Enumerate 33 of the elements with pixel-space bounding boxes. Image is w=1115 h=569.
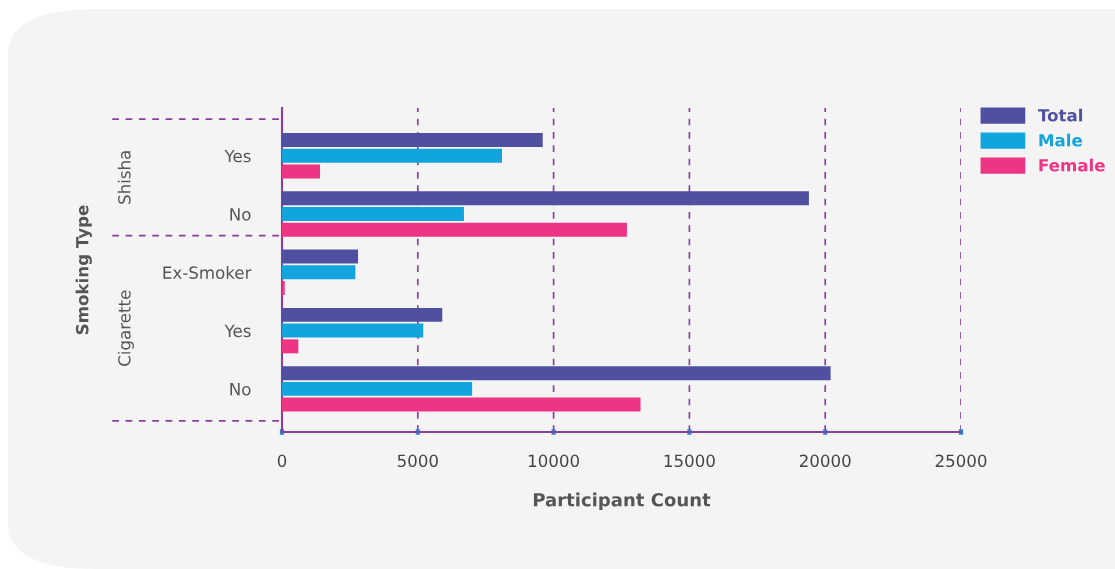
x-axis-title: Participant Count bbox=[533, 492, 711, 511]
legend-label: Total bbox=[1037, 108, 1083, 122]
bar bbox=[282, 397, 641, 412]
y-tick-label: No bbox=[230, 383, 251, 396]
y-tick-label: Ex-Smoker bbox=[163, 266, 252, 279]
bar bbox=[282, 133, 543, 148]
text: Cigarette bbox=[117, 290, 134, 366]
bar bbox=[282, 307, 443, 322]
bar bbox=[282, 339, 299, 354]
legend-label: Female bbox=[1039, 158, 1105, 172]
bar bbox=[282, 164, 321, 179]
legend-label: Male bbox=[1039, 133, 1082, 147]
text: Shisha bbox=[117, 151, 131, 204]
bar bbox=[282, 381, 473, 396]
x-tick-label: 0 bbox=[277, 454, 287, 468]
bar bbox=[282, 148, 502, 163]
y-tick-label: Yes bbox=[224, 324, 251, 338]
x-tick-label: 10000 bbox=[528, 454, 579, 468]
bar bbox=[282, 207, 464, 222]
x-tick-label: 5000 bbox=[397, 454, 438, 468]
bar bbox=[282, 323, 424, 338]
y-tick-label: Yes bbox=[224, 149, 251, 163]
bar bbox=[282, 265, 356, 280]
bar bbox=[282, 191, 809, 206]
y-tick-label: No bbox=[230, 208, 251, 221]
bar bbox=[282, 281, 285, 296]
x-tick-label: 15000 bbox=[664, 454, 715, 468]
y-axis-title: Smoking Type bbox=[75, 205, 92, 335]
x-tick-label: 25000 bbox=[935, 454, 987, 468]
x-tick-label: 20000 bbox=[799, 454, 851, 468]
bar bbox=[282, 222, 627, 237]
bar bbox=[282, 249, 359, 264]
bar bbox=[282, 366, 831, 381]
